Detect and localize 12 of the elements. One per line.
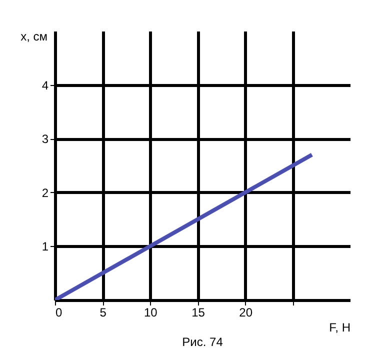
y-tick-label: 2 — [42, 186, 49, 200]
x-tick-label: 20 — [239, 306, 253, 320]
text: Рис. 74 — [182, 335, 224, 349]
x-tick-label: 0 — [56, 306, 62, 320]
x-axis-title: F, Н — [329, 320, 350, 334]
y-axis-title: x, см — [20, 30, 48, 44]
y-tick-label: 4 — [42, 78, 49, 92]
x-tick-label: 15 — [192, 306, 206, 320]
x-tick-label: 10 — [144, 306, 158, 320]
x-tick-label: 5 — [100, 306, 107, 320]
y-tick-label: 1 — [42, 240, 49, 254]
y-tick-label: 3 — [42, 132, 49, 146]
